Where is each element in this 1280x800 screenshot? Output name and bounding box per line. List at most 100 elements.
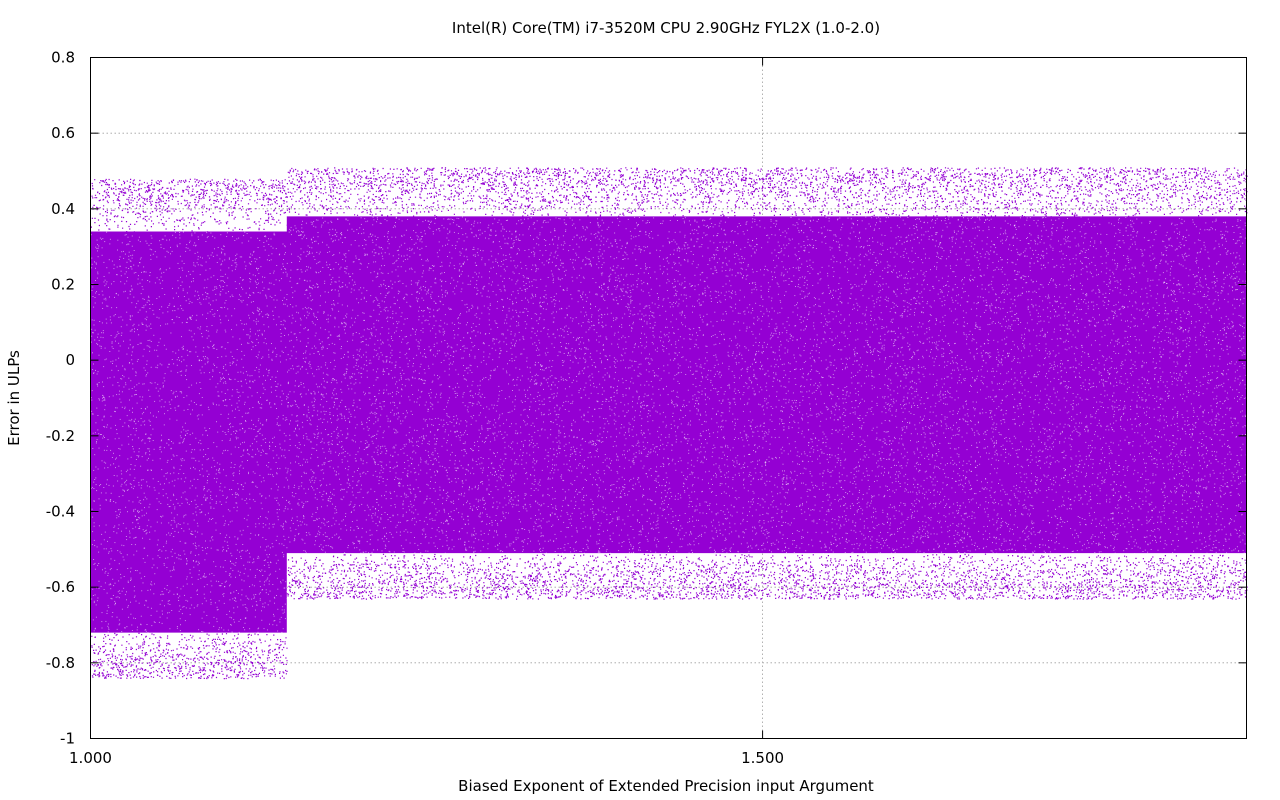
point-gap	[611, 500, 613, 502]
point-gap	[215, 522, 217, 524]
point-gap	[198, 562, 200, 564]
point-gap	[410, 532, 412, 533]
point-gap	[101, 332, 103, 334]
point-gap	[146, 481, 148, 483]
point-gap	[273, 299, 275, 301]
point-gap	[1044, 475, 1046, 477]
point-gap	[195, 403, 197, 405]
point-gap	[804, 276, 806, 278]
point-gap	[380, 465, 382, 466]
point-gap	[201, 333, 203, 334]
point-gap	[178, 349, 180, 351]
point-gap	[347, 545, 349, 546]
point-gap	[606, 437, 607, 439]
point-gap	[207, 512, 209, 514]
point-gap	[253, 596, 255, 598]
point-gap	[193, 607, 195, 609]
point-gap	[359, 505, 360, 507]
point-gap	[256, 338, 258, 340]
point-gap	[267, 577, 269, 579]
point-gap	[206, 287, 208, 289]
point-gap	[420, 238, 422, 240]
point-gap	[242, 391, 244, 393]
point-gap	[198, 294, 200, 296]
point-gap	[899, 438, 901, 440]
point-gap	[104, 285, 106, 287]
point-gap	[148, 389, 150, 391]
point-gap	[1134, 336, 1136, 337]
point-gap	[1141, 397, 1143, 399]
point-gap	[1142, 310, 1144, 312]
point-gap	[235, 436, 237, 438]
point-gap	[275, 462, 277, 463]
point-gap	[161, 364, 163, 366]
point-gap	[470, 308, 472, 309]
point-gap	[329, 460, 331, 462]
point-gap	[874, 360, 876, 362]
point-gap	[144, 561, 146, 563]
point-gap	[265, 592, 267, 594]
point-gap	[217, 609, 219, 611]
point-gap	[201, 366, 203, 368]
point-gap	[956, 550, 958, 552]
point-gap	[922, 300, 924, 302]
point-gap	[204, 573, 205, 575]
point-gap	[138, 324, 140, 326]
point-gap	[179, 630, 181, 632]
point-gap	[188, 302, 190, 304]
point-gap	[261, 357, 263, 359]
point-gap	[215, 286, 217, 288]
point-gap	[169, 473, 171, 475]
point-gap	[224, 432, 226, 434]
point-gap	[128, 426, 130, 428]
point-gap	[581, 438, 583, 440]
point-gap	[275, 570, 277, 572]
point-gap	[349, 326, 351, 328]
point-gap	[1081, 346, 1083, 348]
point-gap	[492, 497, 494, 499]
point-gap	[188, 271, 190, 273]
point-gap	[133, 296, 135, 298]
point-gap	[797, 432, 799, 433]
point-gap	[129, 330, 131, 332]
point-gap	[389, 517, 391, 518]
point-gap	[610, 397, 612, 399]
point-gap	[264, 235, 266, 237]
point-gap	[234, 308, 236, 310]
point-gap	[92, 531, 94, 533]
point-gap	[986, 302, 988, 304]
point-gap	[281, 350, 283, 352]
point-gap	[130, 567, 132, 569]
point-gap	[174, 231, 176, 233]
point-gap	[156, 367, 158, 369]
point-gap	[103, 366, 105, 368]
point-gap	[779, 333, 781, 335]
point-gap	[249, 381, 251, 383]
point-gap	[184, 594, 185, 596]
point-gap	[266, 578, 268, 580]
point-gap	[242, 486, 244, 488]
point-gap	[238, 620, 240, 622]
point-gap	[276, 408, 277, 409]
point-gap	[231, 264, 233, 266]
point-gap	[138, 275, 139, 277]
point-gap	[234, 259, 236, 261]
point-gap	[96, 546, 98, 548]
point-gap	[608, 226, 610, 228]
point-gap	[924, 433, 926, 435]
point-gap	[267, 511, 269, 513]
point-gap	[204, 597, 206, 599]
point-gap	[231, 562, 233, 564]
point-gap	[649, 363, 651, 365]
point-gap	[780, 448, 782, 450]
point-gap	[210, 580, 212, 582]
point-gap	[761, 364, 763, 366]
point-gap	[724, 514, 726, 515]
point-gap	[139, 572, 141, 574]
point-gap	[481, 472, 483, 474]
point-gap	[207, 346, 209, 348]
point-gap	[800, 497, 802, 499]
point-gap	[979, 413, 981, 415]
point-gap	[313, 390, 315, 392]
point-gap	[1128, 288, 1130, 290]
